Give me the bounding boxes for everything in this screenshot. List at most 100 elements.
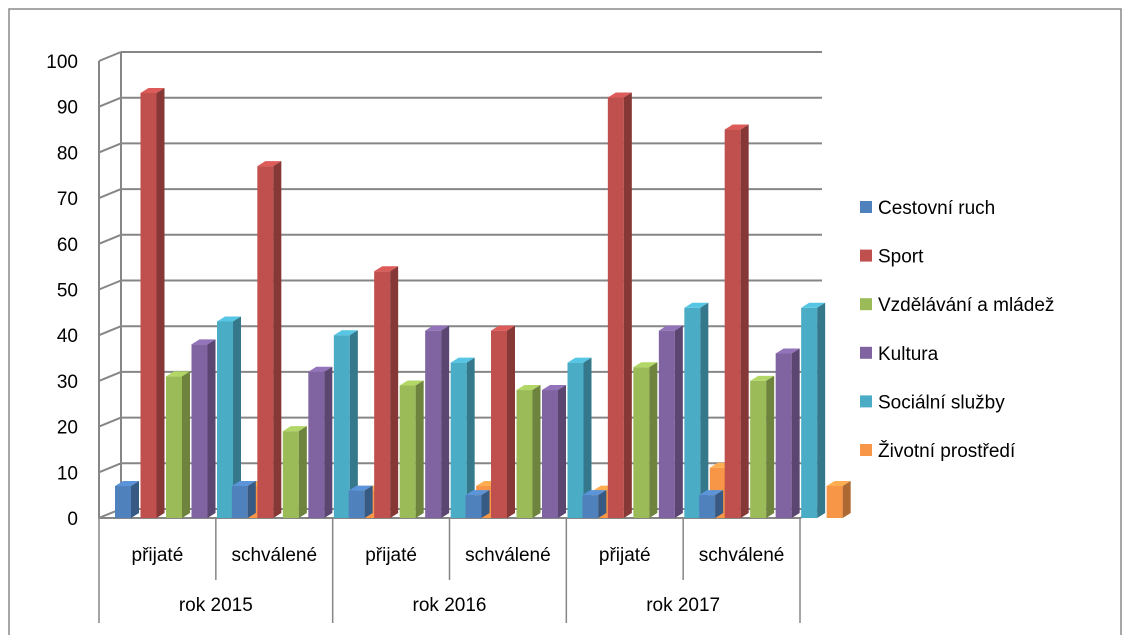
bar-side (298, 426, 307, 518)
bar-front (567, 362, 584, 518)
bar-side (583, 357, 592, 518)
bar (826, 481, 851, 518)
bar (115, 481, 139, 518)
bar (308, 366, 333, 518)
y-tick-label: 70 (57, 189, 78, 210)
bar-side (623, 92, 632, 518)
bar (633, 362, 658, 518)
bar-front (658, 330, 675, 518)
bar (191, 339, 216, 518)
bar (282, 426, 307, 518)
bar-front (166, 376, 182, 518)
bar-side (207, 339, 216, 518)
gridline-side (98, 279, 122, 291)
bars (115, 87, 851, 519)
bar-side (674, 325, 683, 518)
bar (658, 325, 683, 518)
bar-front (684, 307, 701, 518)
x-category-label: přijaté (132, 545, 184, 566)
legend-swatch (860, 444, 872, 456)
bar (684, 302, 709, 518)
legend-swatch (860, 298, 872, 311)
bar-side (715, 490, 724, 518)
bar-front (333, 335, 350, 518)
bar (166, 371, 190, 518)
bar-side (649, 362, 658, 518)
x-group-label: rok 2015 (179, 595, 253, 616)
bar (257, 161, 282, 519)
bar-side (700, 302, 709, 518)
y-tick-label: 40 (57, 326, 78, 347)
bar (607, 92, 632, 518)
bar-front (399, 385, 416, 518)
bar (775, 348, 800, 518)
gridline-side (98, 142, 122, 154)
bar (724, 124, 749, 519)
bar-side (324, 366, 333, 518)
y-tick-label: 30 (57, 372, 78, 393)
bar (450, 357, 475, 518)
y-tick-label: 0 (67, 509, 78, 530)
bar-front (826, 486, 843, 518)
gridline-side (98, 233, 122, 245)
x-group-label: rok 2017 (646, 595, 720, 616)
bar (465, 490, 490, 518)
bar-side (598, 490, 607, 518)
bar-side (532, 385, 541, 518)
legend: Cestovní ruch Sport Vzdělávání a mládež Kul… (860, 198, 1054, 462)
bar (140, 87, 165, 519)
x-category-label: přijaté (599, 545, 651, 566)
x-axis-labels: přijaté schválené přijaté schválené přijaté s… (98, 518, 801, 623)
bar-side (817, 302, 826, 518)
bar-side (842, 481, 851, 518)
gridline-side (98, 51, 122, 62)
y-axis-tick-labels: 0 10 20 30 40 50 60 70 80 90 100 (46, 52, 78, 530)
bar (217, 316, 241, 518)
bar (699, 490, 724, 518)
bar-front (282, 431, 299, 518)
bar-front (801, 307, 818, 518)
legend-label: Kultura (878, 344, 939, 365)
legend-swatch (860, 395, 872, 408)
bar (491, 325, 515, 518)
y-tick-label: 50 (57, 281, 78, 302)
bar-front (491, 330, 507, 518)
bar-side (349, 330, 358, 518)
bar (516, 385, 541, 518)
bar-side (481, 490, 490, 518)
bar-side (740, 124, 749, 519)
legend-label: Životní prostředí (878, 440, 1016, 462)
bar-front (582, 495, 599, 518)
bar-front (348, 490, 365, 518)
bar-side (247, 481, 256, 518)
bar (231, 481, 256, 518)
bar-front (140, 92, 157, 519)
bar (425, 325, 450, 518)
x-category-label: přijaté (365, 545, 417, 566)
bar-side (182, 371, 190, 518)
bar (750, 375, 775, 518)
gridline-side (98, 188, 122, 200)
legend-label: Sport (878, 247, 924, 268)
x-category-label: schválené (465, 545, 551, 566)
chart-border (8, 8, 1122, 635)
legend-swatch (860, 346, 872, 359)
bar-front (450, 362, 467, 518)
bar-front (257, 166, 274, 519)
bar-side (507, 325, 515, 518)
y-tick-label: 90 (57, 98, 78, 119)
bar-front (699, 495, 716, 518)
bar (582, 490, 607, 518)
gridline-side (98, 416, 122, 428)
bar (567, 357, 592, 518)
gridline-side (98, 462, 122, 474)
bar-front (633, 367, 650, 518)
bar-side (791, 348, 800, 518)
bar-side (441, 325, 450, 518)
y-tick-label: 60 (57, 235, 78, 256)
bar (399, 380, 424, 518)
bar-front (374, 271, 391, 518)
legend-label: Sociální služby (878, 392, 1005, 413)
gridline-side (98, 325, 122, 337)
